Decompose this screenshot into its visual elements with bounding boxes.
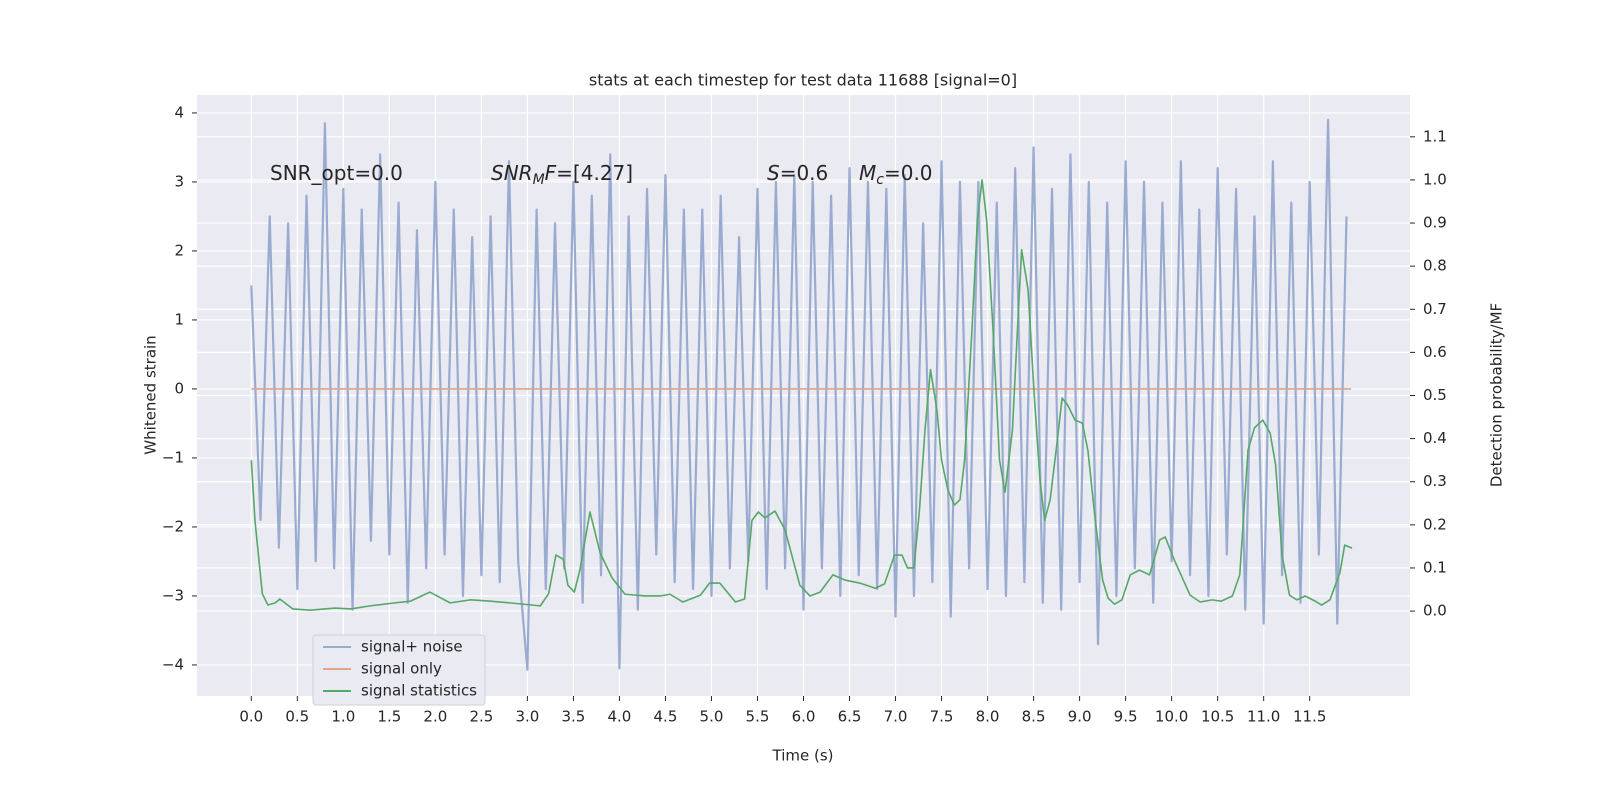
- annotation-part: c: [876, 172, 884, 188]
- x-tick-label: 7.5: [930, 708, 954, 726]
- x-tick-label: 6.5: [838, 708, 862, 726]
- annotation-part: =0.0: [884, 161, 933, 185]
- y-tick-label: 3: [174, 172, 184, 190]
- x-tick-label: 2.0: [423, 708, 447, 726]
- y2-axis-label: Detection probability/MF: [1488, 303, 1506, 487]
- y2-tick-label: 0.3: [1423, 472, 1447, 490]
- legend-box: [312, 634, 486, 706]
- y2-tick-label: 0.0: [1423, 602, 1447, 620]
- x-tick-label: 11.0: [1247, 708, 1280, 726]
- x-tick-label: 8.5: [1022, 708, 1046, 726]
- y-axis-label: Whitened strain: [142, 335, 160, 454]
- y-tick-label: 0: [174, 379, 184, 397]
- y2-tick-label: 0.4: [1423, 429, 1447, 447]
- x-tick-label: 2.5: [469, 708, 493, 726]
- annotation-part: M: [533, 172, 545, 188]
- annotation-part: SNR_opt=0.0: [270, 161, 403, 185]
- x-tick-label: 3.0: [515, 708, 539, 726]
- legend-label: signal+ noise: [361, 638, 463, 656]
- annotation-part: =0.6: [780, 161, 829, 185]
- y-tick-label: 1: [174, 310, 184, 328]
- y-tick-label: −1: [162, 448, 184, 466]
- annotation-part: SNR: [491, 161, 533, 185]
- y2-tick-label: 0.6: [1423, 343, 1447, 361]
- annotation-part: M: [859, 161, 876, 185]
- annotation: S=0.6: [767, 161, 828, 185]
- x-tick-label: 0.0: [239, 708, 263, 726]
- y-tick-label: −2: [162, 517, 184, 535]
- x-axis-label: Time (s): [772, 747, 834, 765]
- y-tick-label: −4: [162, 655, 184, 673]
- y2-tick-label: 0.2: [1423, 515, 1447, 533]
- x-tick-label: 1.0: [331, 708, 355, 726]
- annotation-part: =[4.27]: [556, 161, 633, 185]
- x-tick-label: 6.0: [792, 708, 816, 726]
- x-tick-label: 10.5: [1201, 708, 1234, 726]
- x-tick-label: 9.0: [1068, 708, 1092, 726]
- y2-tick-label: 0.9: [1423, 214, 1447, 232]
- x-tick-label: 5.5: [746, 708, 770, 726]
- x-tick-label: 9.5: [1114, 708, 1138, 726]
- x-tick-label: 3.5: [561, 708, 585, 726]
- x-tick-label: 8.0: [976, 708, 1000, 726]
- x-tick-label: 7.0: [884, 708, 908, 726]
- annotation: SNR_opt=0.0: [270, 161, 403, 185]
- legend-label: signal only: [361, 660, 442, 678]
- x-tick-label: 11.5: [1293, 708, 1326, 726]
- y-tick-label: −3: [162, 586, 184, 604]
- y2-tick-label: 0.1: [1423, 558, 1447, 576]
- y-tick-label: 2: [174, 241, 184, 259]
- x-tick-label: 10.0: [1155, 708, 1188, 726]
- annotation: Mc=0.0: [859, 161, 933, 189]
- annotation-part: S: [767, 161, 780, 185]
- series-line: [250, 179, 1353, 611]
- legend-label: signal statistics: [361, 682, 477, 700]
- y2-tick-label: 0.8: [1423, 257, 1447, 275]
- annotation: SNRMF=[4.27]: [491, 161, 633, 189]
- y2-tick-label: 1.1: [1423, 127, 1447, 145]
- y2-tick-label: 0.7: [1423, 300, 1447, 318]
- series-line: [250, 118, 1348, 671]
- y-tick-label: 4: [174, 103, 184, 121]
- legend: signal+ noise signal only signal statistic…: [312, 634, 486, 706]
- x-tick-label: 4.5: [654, 708, 678, 726]
- x-tick-label: 1.5: [377, 708, 401, 726]
- x-tick-label: 5.0: [700, 708, 724, 726]
- y2-tick-label: 1.0: [1423, 170, 1447, 188]
- y2-tick-label: 0.5: [1423, 386, 1447, 404]
- chart-title: stats at each timestep for test data 116…: [589, 71, 1017, 90]
- annotation-part: F: [545, 161, 557, 185]
- x-tick-label: 0.5: [285, 708, 309, 726]
- x-tick-label: 4.0: [608, 708, 632, 726]
